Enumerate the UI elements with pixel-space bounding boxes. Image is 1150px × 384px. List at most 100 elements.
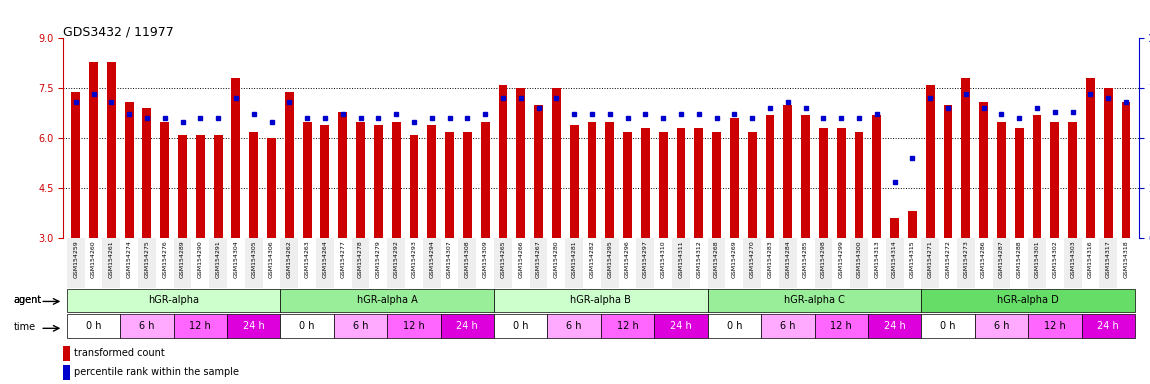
Bar — [814, 314, 868, 339]
Text: GSM154281: GSM154281 — [572, 240, 576, 278]
Text: GSM154268: GSM154268 — [714, 240, 719, 278]
Bar — [191, 238, 209, 288]
Text: GSM154291: GSM154291 — [216, 240, 221, 278]
Bar — [940, 238, 957, 288]
Bar — [516, 88, 526, 238]
Text: 6 h: 6 h — [567, 321, 582, 331]
Bar — [552, 88, 561, 238]
Bar — [1104, 88, 1113, 238]
Text: 24 h: 24 h — [883, 321, 905, 331]
Text: GSM154315: GSM154315 — [910, 240, 915, 278]
Bar — [886, 238, 904, 288]
Bar — [267, 138, 276, 238]
Bar — [868, 238, 886, 288]
Bar — [975, 314, 1028, 339]
Text: GSM154309: GSM154309 — [483, 240, 488, 278]
Bar — [423, 238, 440, 288]
Text: 24 h: 24 h — [457, 321, 478, 331]
Bar — [695, 128, 704, 238]
Bar — [712, 132, 721, 238]
Bar — [250, 132, 259, 238]
Bar — [388, 314, 440, 339]
Text: GSM154289: GSM154289 — [181, 240, 185, 278]
Bar — [833, 238, 850, 288]
Text: hGR-alpha A: hGR-alpha A — [356, 295, 417, 306]
Bar — [926, 85, 935, 238]
Bar — [583, 238, 600, 288]
Text: 24 h: 24 h — [670, 321, 692, 331]
Text: GSM154302: GSM154302 — [1052, 240, 1057, 278]
Bar — [690, 238, 707, 288]
Text: GSM154318: GSM154318 — [1124, 240, 1128, 278]
Bar — [196, 135, 205, 238]
Bar — [85, 238, 102, 288]
Text: agent: agent — [14, 295, 43, 305]
Text: time: time — [14, 322, 36, 332]
Text: GSM154278: GSM154278 — [358, 240, 363, 278]
Text: GSM154314: GSM154314 — [892, 240, 897, 278]
Bar — [174, 238, 191, 288]
Text: GSM154276: GSM154276 — [162, 240, 167, 278]
Bar — [281, 238, 298, 288]
Bar — [730, 118, 738, 238]
Bar — [481, 122, 490, 238]
Bar — [214, 135, 223, 238]
Bar — [707, 289, 921, 312]
Text: 6 h: 6 h — [353, 321, 368, 331]
Bar — [388, 238, 405, 288]
Bar — [850, 238, 868, 288]
Bar — [601, 238, 619, 288]
Bar — [374, 125, 383, 238]
Bar — [155, 238, 174, 288]
Bar — [904, 238, 921, 288]
Bar — [779, 238, 797, 288]
Bar — [672, 238, 690, 288]
Bar — [619, 238, 636, 288]
Bar — [356, 122, 365, 238]
Bar — [245, 238, 262, 288]
Bar — [547, 238, 566, 288]
Bar — [623, 132, 633, 238]
Text: GSM154270: GSM154270 — [750, 240, 754, 278]
Text: GSM154283: GSM154283 — [767, 240, 773, 278]
Text: 6 h: 6 h — [994, 321, 1010, 331]
Bar — [1050, 122, 1059, 238]
Text: GSM154282: GSM154282 — [590, 240, 595, 278]
Bar — [837, 128, 845, 238]
Text: 0 h: 0 h — [86, 321, 101, 331]
Bar — [209, 238, 227, 288]
Text: GSM154292: GSM154292 — [393, 240, 399, 278]
Text: GSM154273: GSM154273 — [964, 240, 968, 278]
Text: GSM154311: GSM154311 — [678, 240, 683, 278]
Bar — [285, 92, 293, 238]
Bar — [316, 238, 333, 288]
Bar — [534, 105, 543, 238]
Bar — [761, 238, 779, 288]
Text: 12 h: 12 h — [190, 321, 212, 331]
Text: GSM154288: GSM154288 — [1017, 240, 1021, 278]
Text: GSM154296: GSM154296 — [626, 240, 630, 278]
Text: GSM154261: GSM154261 — [109, 240, 114, 278]
Text: GSM154308: GSM154308 — [465, 240, 470, 278]
Bar — [957, 238, 975, 288]
Text: GSM154284: GSM154284 — [785, 240, 790, 278]
Text: GSM154287: GSM154287 — [999, 240, 1004, 278]
Text: 12 h: 12 h — [1044, 321, 1066, 331]
Bar — [302, 122, 312, 238]
Text: 6 h: 6 h — [139, 321, 154, 331]
Bar — [298, 238, 316, 288]
Text: 12 h: 12 h — [616, 321, 638, 331]
Bar — [1099, 238, 1117, 288]
Bar — [1011, 238, 1028, 288]
Bar — [121, 238, 138, 288]
Text: 12 h: 12 h — [404, 321, 424, 331]
Bar — [405, 238, 423, 288]
Text: 0 h: 0 h — [941, 321, 956, 331]
Text: 24 h: 24 h — [243, 321, 264, 331]
Bar — [636, 238, 654, 288]
Text: GSM154306: GSM154306 — [269, 240, 274, 278]
Bar — [174, 314, 227, 339]
Text: GSM154305: GSM154305 — [251, 240, 256, 278]
Bar — [975, 238, 992, 288]
Bar — [1081, 238, 1099, 288]
